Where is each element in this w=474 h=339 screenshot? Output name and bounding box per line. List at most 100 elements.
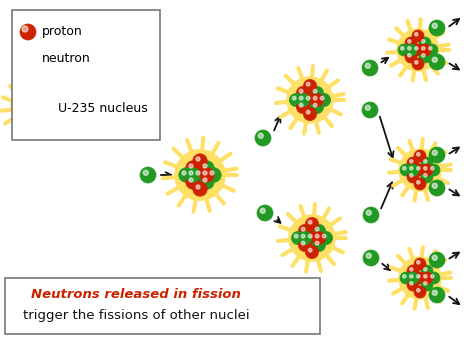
Circle shape (405, 37, 417, 49)
Circle shape (412, 58, 424, 70)
Circle shape (140, 167, 156, 183)
Circle shape (26, 116, 38, 128)
Circle shape (428, 272, 440, 284)
Circle shape (432, 57, 438, 62)
Circle shape (19, 95, 31, 107)
Circle shape (292, 96, 296, 100)
Circle shape (193, 154, 207, 168)
Circle shape (12, 288, 26, 302)
Circle shape (310, 94, 324, 106)
Bar (5, 278, 320, 334)
Circle shape (308, 234, 312, 238)
Circle shape (397, 29, 439, 71)
Circle shape (407, 164, 419, 176)
Circle shape (407, 265, 419, 277)
Circle shape (200, 175, 214, 189)
Circle shape (424, 160, 427, 163)
Circle shape (432, 183, 438, 188)
Circle shape (432, 150, 438, 155)
Circle shape (400, 164, 412, 176)
Circle shape (33, 95, 45, 107)
Bar (12, 10, 160, 140)
Circle shape (299, 103, 303, 107)
Circle shape (289, 215, 335, 261)
Circle shape (290, 94, 302, 106)
Circle shape (431, 275, 434, 278)
Circle shape (196, 185, 200, 189)
Circle shape (313, 89, 317, 93)
Circle shape (305, 217, 319, 231)
Circle shape (299, 89, 303, 93)
Circle shape (15, 291, 19, 295)
Circle shape (410, 174, 413, 177)
Circle shape (362, 102, 378, 118)
Circle shape (315, 227, 319, 231)
Circle shape (429, 147, 445, 163)
Circle shape (28, 91, 32, 94)
Circle shape (20, 24, 36, 40)
Circle shape (426, 44, 438, 56)
Circle shape (424, 174, 427, 177)
Circle shape (23, 53, 28, 58)
Circle shape (301, 227, 305, 231)
Circle shape (429, 20, 445, 36)
Circle shape (424, 275, 427, 278)
Circle shape (258, 133, 264, 138)
Circle shape (175, 150, 225, 200)
Circle shape (362, 60, 378, 76)
Circle shape (36, 112, 39, 115)
Circle shape (305, 232, 319, 245)
Circle shape (414, 272, 426, 284)
Circle shape (294, 234, 298, 238)
Circle shape (421, 265, 433, 277)
Circle shape (143, 170, 148, 175)
Circle shape (407, 279, 419, 291)
Circle shape (417, 181, 420, 184)
Circle shape (414, 286, 426, 298)
Circle shape (410, 167, 413, 170)
Circle shape (40, 102, 52, 114)
Circle shape (421, 157, 433, 169)
Circle shape (15, 105, 18, 108)
Circle shape (421, 171, 433, 183)
Circle shape (417, 288, 420, 292)
Circle shape (408, 40, 411, 43)
Circle shape (407, 171, 419, 183)
Circle shape (292, 232, 305, 245)
Circle shape (318, 94, 330, 106)
Circle shape (19, 102, 31, 114)
Circle shape (303, 107, 317, 121)
Circle shape (399, 257, 441, 299)
Circle shape (203, 171, 207, 175)
Circle shape (408, 54, 411, 57)
Circle shape (365, 63, 370, 68)
Circle shape (417, 167, 420, 170)
Circle shape (421, 164, 433, 176)
Circle shape (417, 261, 420, 264)
Circle shape (33, 109, 45, 121)
Circle shape (415, 61, 418, 64)
Circle shape (422, 40, 425, 43)
Circle shape (414, 150, 426, 162)
Circle shape (312, 238, 326, 252)
Circle shape (301, 241, 305, 245)
Circle shape (401, 47, 404, 50)
Circle shape (410, 275, 413, 278)
Circle shape (196, 171, 200, 175)
Circle shape (405, 44, 417, 56)
Circle shape (310, 86, 324, 100)
Circle shape (315, 234, 319, 238)
Circle shape (22, 105, 25, 108)
Circle shape (203, 178, 207, 182)
Circle shape (412, 44, 424, 56)
Circle shape (431, 167, 434, 170)
Circle shape (308, 248, 312, 252)
Text: Neutrons released in fission: Neutrons released in fission (31, 288, 241, 301)
Circle shape (424, 167, 427, 170)
Circle shape (11, 87, 53, 129)
Circle shape (36, 105, 39, 108)
Circle shape (415, 33, 418, 36)
Circle shape (410, 282, 413, 285)
Circle shape (296, 100, 310, 114)
Circle shape (28, 105, 32, 108)
